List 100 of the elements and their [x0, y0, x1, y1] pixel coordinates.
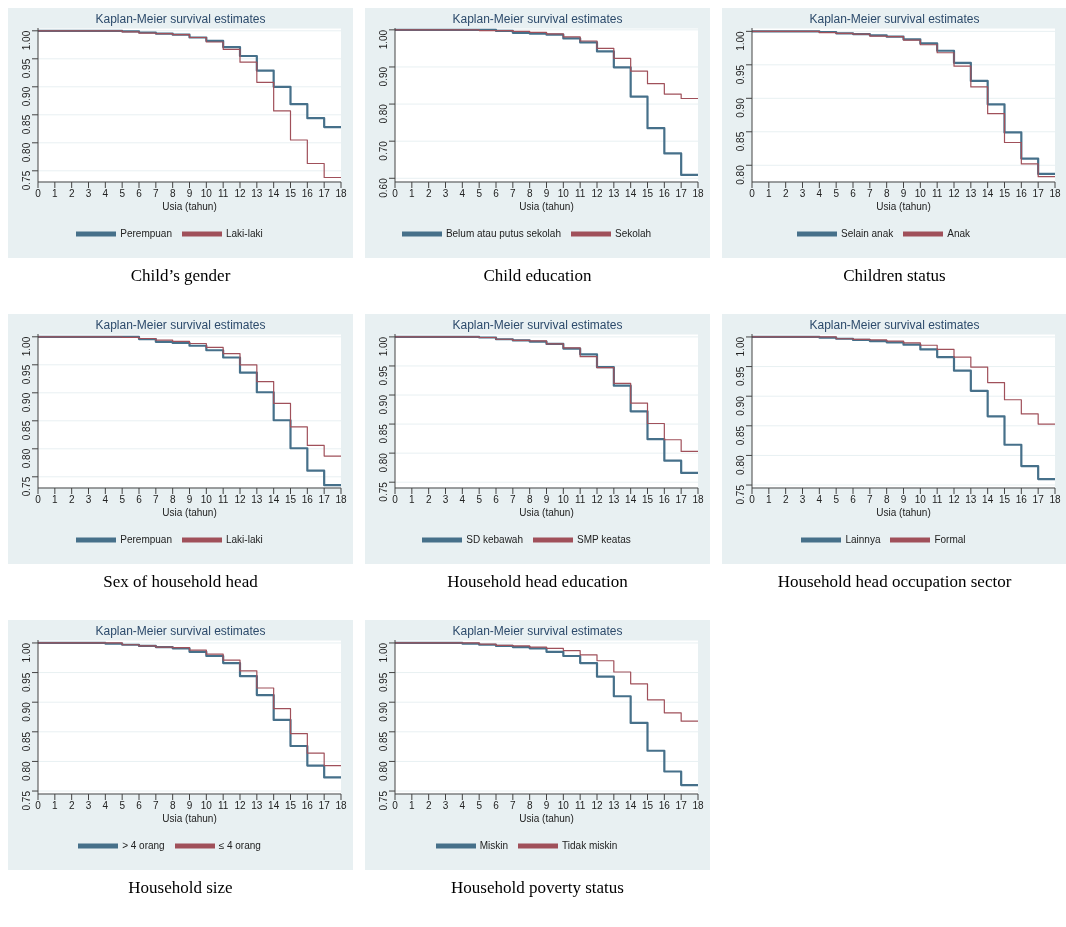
legend-label: Laki-laki	[226, 533, 263, 545]
x-tick-label: 5	[119, 188, 126, 200]
x-tick-label: 5	[119, 800, 126, 812]
y-tick-label: 0.95	[734, 366, 746, 387]
x-tick-label: 11	[217, 800, 229, 812]
x-tick-label: 0	[35, 188, 42, 200]
x-tick-label: 12	[591, 800, 603, 812]
x-tick-label: 0	[392, 494, 399, 506]
x-tick-label: 14	[625, 494, 637, 506]
x-tick-label: 12	[234, 494, 246, 506]
y-tick-label: 0.85	[20, 114, 32, 135]
text: Household poverty status	[450, 878, 625, 899]
legend-label: Formal	[934, 533, 966, 545]
x-tick-label: 17	[318, 188, 331, 200]
x-tick-label: 5	[476, 494, 483, 506]
x-tick-label: 7	[510, 800, 517, 812]
x-tick-label: 6	[136, 494, 143, 506]
x-tick-label: 9	[543, 494, 550, 506]
x-tick-label: 17	[675, 800, 688, 812]
x-tick-label: 13	[251, 800, 263, 812]
x-tick-label: 10	[557, 188, 570, 200]
x-axis-title: Usia (tahun)	[876, 201, 931, 212]
x-tick-label: 10	[200, 800, 213, 812]
x-tick-label: 4	[459, 494, 466, 506]
legend-label: Sekolah	[614, 227, 652, 239]
x-tick-label: 2	[782, 188, 789, 200]
x-tick-label: 14	[982, 188, 994, 200]
y-tick-label: 1.00	[377, 642, 389, 663]
x-tick-label: 14	[982, 494, 994, 506]
y-tick-label: 0.85	[20, 731, 32, 752]
x-tick-label: 8	[883, 494, 890, 506]
x-tick-label: 12	[234, 188, 246, 200]
x-tick-label: 2	[68, 188, 75, 200]
x-tick-label: 17	[1032, 188, 1045, 200]
legend-label: Belum atau putus sekolah	[445, 227, 561, 239]
x-tick-label: 4	[102, 494, 109, 506]
x-tick-label: 14	[268, 800, 280, 812]
x-tick-label: 3	[85, 188, 92, 200]
x-tick-label: 5	[119, 494, 126, 506]
x-tick-label: 7	[153, 494, 160, 506]
text: Household size	[127, 878, 234, 899]
x-tick-label: 0	[749, 494, 756, 506]
legend-label: ≤ 4 orang	[218, 839, 261, 851]
x-tick-label: 16	[301, 188, 314, 200]
legend-label: Laki-laki	[226, 227, 263, 239]
x-tick-label: 1	[52, 188, 59, 200]
x-tick-label: 12	[591, 188, 603, 200]
x-tick-label: 1	[52, 800, 59, 812]
x-tick-label: 16	[301, 800, 314, 812]
x-tick-label: 13	[965, 188, 977, 200]
x-tick-label: 3	[442, 188, 449, 200]
x-tick-label: 9	[900, 494, 907, 506]
legend-label: Anak	[947, 227, 971, 239]
y-tick-label: 0.80	[20, 760, 32, 781]
y-tick-label: 1.00	[377, 29, 389, 50]
x-tick-label: 6	[136, 800, 143, 812]
x-tick-label: 15	[641, 800, 654, 812]
y-tick-label: 0.80	[377, 452, 389, 473]
x-tick-label: 8	[169, 800, 176, 812]
chart-title: Kaplan-Meier survival estimates	[451, 318, 624, 332]
y-tick-label: 0.90	[20, 86, 32, 107]
x-tick-label: 18	[1049, 188, 1061, 200]
x-tick-label: 8	[169, 494, 176, 506]
x-tick-label: 15	[998, 188, 1011, 200]
x-tick-label: 1	[52, 494, 59, 506]
x-tick-label: 4	[816, 494, 823, 506]
x-tick-label: 16	[1015, 494, 1028, 506]
chart-title: Kaplan-Meier survival estimates	[451, 12, 624, 26]
x-tick-label: 12	[591, 494, 603, 506]
x-tick-label: 4	[459, 800, 466, 812]
x-tick-label: 18	[692, 188, 704, 200]
x-tick-label: 0	[749, 188, 756, 200]
x-tick-label: 8	[169, 188, 176, 200]
x-tick-label: 4	[102, 800, 109, 812]
y-tick-label: 0.75	[377, 790, 389, 811]
x-axis-title: Usia (tahun)	[876, 507, 931, 518]
text: Household head education	[446, 572, 629, 593]
legend-label: Tidak miskin	[562, 839, 618, 851]
x-tick-label: 10	[914, 188, 927, 200]
x-tick-label: 7	[153, 188, 160, 200]
x-tick-label: 15	[284, 494, 297, 506]
legend-label: Miskin	[479, 839, 509, 851]
x-tick-label: 14	[625, 800, 637, 812]
y-tick-label: 0.85	[734, 131, 746, 152]
y-tick-label: 0.85	[377, 423, 389, 444]
x-tick-label: 18	[1049, 494, 1061, 506]
x-tick-label: 3	[442, 800, 449, 812]
y-tick-label: 0.85	[377, 731, 389, 752]
x-tick-label: 17	[318, 800, 331, 812]
x-tick-label: 12	[948, 494, 960, 506]
x-tick-label: 3	[799, 188, 806, 200]
x-tick-label: 8	[526, 494, 533, 506]
x-tick-label: 2	[425, 800, 432, 812]
x-tick-label: 13	[608, 800, 620, 812]
x-tick-label: 7	[153, 800, 160, 812]
x-tick-label: 14	[268, 494, 280, 506]
x-tick-label: 18	[335, 800, 347, 812]
x-tick-label: 15	[284, 800, 297, 812]
x-tick-label: 13	[608, 494, 620, 506]
y-tick-label: 0.80	[734, 164, 746, 185]
